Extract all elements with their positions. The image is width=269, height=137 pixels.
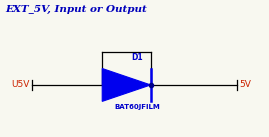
Text: U5V: U5V	[11, 80, 30, 89]
Text: BAT60JFILM: BAT60JFILM	[114, 104, 160, 110]
Polygon shape	[102, 68, 151, 101]
Text: 5V: 5V	[239, 80, 251, 89]
Text: EXT_5V, Input or Output: EXT_5V, Input or Output	[5, 5, 147, 15]
Text: D1: D1	[131, 53, 143, 62]
